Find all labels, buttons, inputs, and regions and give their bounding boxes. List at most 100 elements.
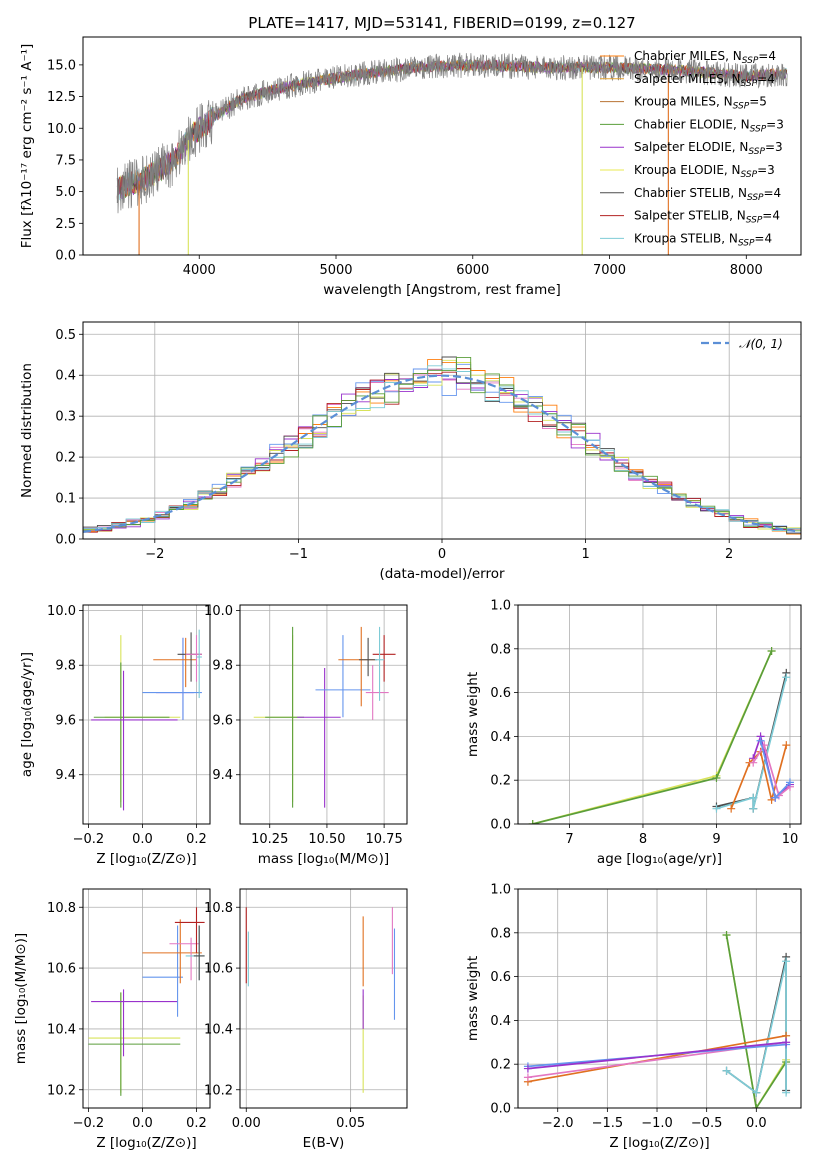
- y-tick-label: 10.4: [204, 1022, 233, 1037]
- x-tick-label: 0.00: [232, 1116, 261, 1131]
- mass-weight-marker: [528, 820, 537, 824]
- y-tick-label: 9.6: [212, 713, 233, 728]
- observed-spectrum-line: [116, 52, 788, 214]
- panel-residual_hist: −2 −1 0 1 2 0.0 0.1 0.2 0.3 0.4 0.5 (data-model)/er…: [19, 321, 802, 582]
- x-tick-label: 6000: [456, 263, 489, 278]
- y-tick-label: 0.0: [490, 818, 511, 833]
- y-axis-label: age [log₁₀(age/yr)]: [19, 652, 35, 777]
- mass-weight-marker: [523, 1064, 532, 1073]
- y-tick-label: 9.8: [55, 659, 76, 674]
- spectrum-lines: [116, 52, 788, 255]
- x-tick-label: 1: [581, 547, 589, 562]
- y-tick-label: 0.6: [490, 686, 511, 701]
- mass-weight-marker: [771, 793, 780, 802]
- axes-frame: [82, 604, 211, 825]
- y-axis-label: mass weight: [465, 672, 481, 757]
- legend-text: Kroupa ELODIE, N: [634, 163, 741, 177]
- x-tick-label: 8000: [730, 263, 763, 278]
- legend-text: Chabrier STELIB, N: [634, 186, 747, 200]
- mass-weight-line: [725, 934, 787, 1108]
- hist-legend: 𝒩(0, 1): [701, 337, 783, 351]
- y-tick-label: 0.2: [490, 774, 511, 789]
- mass-weight-marker: [722, 1066, 731, 1075]
- x-axis-label: age [log₁₀(age/yr)]: [597, 851, 722, 867]
- y-tick-label: 2.5: [55, 217, 76, 232]
- x-tick-label: −1.5: [592, 1116, 624, 1131]
- y-tick-label: 10.0: [47, 604, 76, 619]
- weight-lines: [528, 646, 794, 824]
- legend-entry: Kroupa ELODIE, NSSP=3: [634, 163, 775, 180]
- legend-suffix: =4: [758, 49, 776, 63]
- x-tick-label: −2: [145, 547, 164, 562]
- mass-weight-line: [716, 677, 788, 810]
- legend-entry: 𝒩(0, 1): [739, 337, 783, 351]
- x-tick-label: 0.05: [336, 1116, 365, 1131]
- legend-entry: Kroupa MILES, NSSP=5: [634, 95, 767, 112]
- x-axis-label: Z [log₁₀(Z/Z⊙)]: [96, 851, 196, 867]
- legend-subscript: SSP: [738, 238, 755, 248]
- legend-suffix: =4: [757, 72, 775, 86]
- legend-subscript: SSP: [748, 147, 765, 157]
- x-tick-label: 10.50: [308, 832, 345, 847]
- y-tick-label: 0.2: [55, 451, 76, 466]
- mass-weight-marker: [712, 774, 721, 783]
- y-tick-label: 0.5: [55, 328, 76, 343]
- x-tick-label: −0.2: [73, 832, 105, 847]
- y-tick-label: 10.0: [47, 122, 76, 137]
- legend-suffix: =3: [765, 140, 783, 154]
- y-tick-label: 10.2: [204, 1083, 233, 1098]
- x-axis-label: Z [log₁₀(Z/Z⊙)]: [609, 1135, 709, 1151]
- legend-entry: Chabrier ELODIE, NSSP=3: [634, 117, 784, 134]
- legend-subscript: SSP: [741, 79, 758, 89]
- mass-weight-marker: [782, 1088, 791, 1097]
- mass-weight-line: [752, 743, 791, 797]
- mass-weight-marker: [712, 804, 721, 813]
- y-tick-label: 0.4: [490, 1014, 511, 1029]
- legend-entry: Kroupa STELIB, NSSP=4: [634, 231, 772, 248]
- mass-weight-marker: [785, 778, 794, 787]
- y-tick-label: 9.4: [55, 768, 76, 783]
- y-tick-label: 0.8: [490, 642, 511, 657]
- x-tick-label: 0: [438, 547, 446, 562]
- mass-weight-line: [725, 961, 787, 1095]
- y-tick-label: 0.1: [55, 492, 76, 507]
- legend-suffix: =5: [749, 95, 767, 109]
- legend-suffix: =3: [757, 163, 775, 177]
- mass-weight-marker: [749, 793, 758, 802]
- figure-title: PLATE=1417, MJD=53141, FIBERID=0199, z=0…: [248, 14, 635, 32]
- mass-weight-line: [527, 1041, 787, 1070]
- histograms: [83, 356, 801, 537]
- legend-subscript: SSP: [741, 170, 758, 180]
- x-tick-label: −1.0: [641, 1116, 673, 1131]
- panel-weight_vs_Z: −2.0 −1.5 −1.0 −0.5 0.0 0.0 0.2 0.4 0.6 0.8 1.0 Z […: [465, 883, 802, 1151]
- y-tick-label: 0.3: [55, 410, 76, 425]
- x-tick-label: 10.75: [366, 832, 403, 847]
- mass-weight-marker: [523, 1073, 532, 1082]
- y-tick-label: 0.0: [55, 249, 76, 264]
- y-axis-label: Flux [fλ10⁻¹⁷ erg cm⁻² s⁻¹ A⁻¹]: [19, 44, 35, 249]
- y-tick-label: 9.8: [212, 659, 233, 674]
- x-tick-label: −0.5: [691, 1116, 723, 1131]
- axes-frame: [517, 604, 802, 825]
- mass-weight-marker: [722, 930, 731, 939]
- y-tick-label: 10.8: [204, 901, 233, 916]
- y-tick-label: 10.0: [204, 604, 233, 619]
- x-tick-label: 9: [712, 832, 720, 847]
- x-axis-label: Z [log₁₀(Z/Z⊙)]: [96, 1135, 196, 1151]
- legend-subscript: SSP: [733, 102, 750, 112]
- x-tick-label: 8: [639, 832, 647, 847]
- mass-weight-marker: [782, 957, 791, 966]
- axes-frame: [82, 36, 802, 256]
- panel-spectrum: 4000 5000 6000 7000 8000 0.0 2.5 5.0 7.5 10.0 12.5…: [19, 36, 802, 298]
- y-tick-label: 0.0: [55, 533, 76, 548]
- y-tick-label: 5.0: [55, 185, 76, 200]
- y-tick-label: 0.4: [55, 369, 76, 384]
- mass-weight-line: [716, 672, 788, 809]
- legend-subscript: SSP: [742, 56, 759, 66]
- legend-entry: Salpeter MILES, NSSP=4: [634, 72, 775, 89]
- legend-suffix: =4: [754, 231, 772, 245]
- legend-suffix: =4: [762, 209, 780, 223]
- legend-text: Salpeter ELODIE, N: [634, 140, 748, 154]
